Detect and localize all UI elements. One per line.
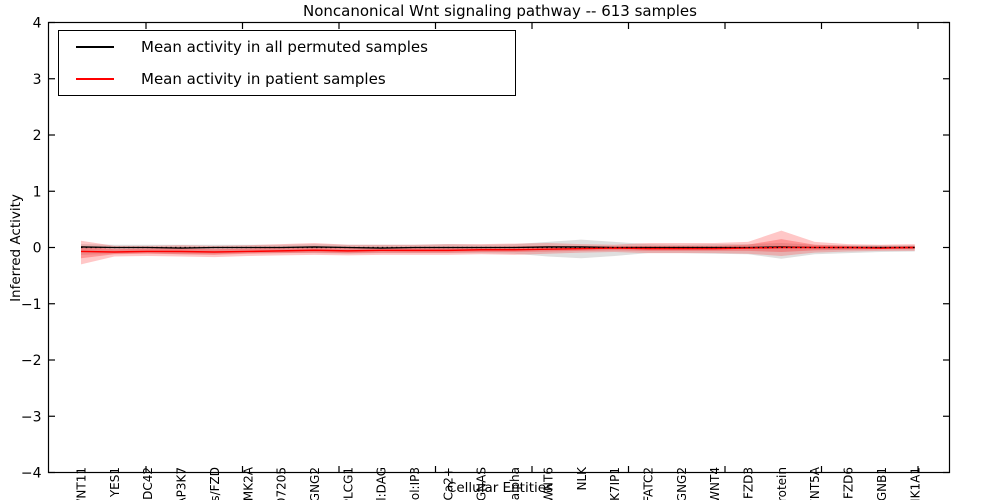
x-tick-label: NLK bbox=[575, 466, 589, 491]
x-tick-label: CSNK1A1 bbox=[908, 467, 922, 500]
legend: Mean activity in all permuted samples Me… bbox=[58, 30, 516, 96]
y-tick-label: −2 bbox=[21, 353, 42, 369]
x-tick-label: WNT6 bbox=[541, 467, 555, 500]
y-tick-label: −1 bbox=[21, 297, 42, 313]
x-tick-label: MAP3K7 bbox=[175, 467, 189, 500]
chart-title: Noncanonical Wnt signaling pathway -- 61… bbox=[303, 2, 697, 20]
patient-std-band-inner bbox=[81, 239, 915, 259]
x-tick-label: PLCG1 bbox=[341, 467, 355, 500]
x-tick-label: WNT5A bbox=[808, 466, 822, 500]
x-tick-label: CAMK2A bbox=[241, 466, 255, 500]
x-tick-label: GNB1/GNG2 bbox=[308, 467, 322, 500]
x-tick-label: WNT4 bbox=[708, 467, 722, 500]
x-tick-label: FZD3 bbox=[742, 467, 756, 499]
y-tick-label: −3 bbox=[21, 409, 42, 425]
y-tick-label: 1 bbox=[33, 184, 42, 200]
legend-item-patient: Mean activity in patient samples bbox=[59, 64, 515, 94]
x-tick-label: WNT11 bbox=[75, 467, 89, 500]
patient-mean-line bbox=[80, 246, 915, 253]
x-axis-label: Cellular Entities bbox=[446, 480, 554, 496]
x-tick-label: NFATC2 bbox=[641, 467, 655, 500]
y-tick-label: −4 bbox=[21, 466, 42, 482]
x-tick-label: CDC42 bbox=[141, 467, 155, 500]
x-tick-label: mol:DAG bbox=[375, 467, 389, 500]
x-tick-label: MAP3K7IP1 bbox=[608, 467, 622, 500]
y-tick-label: 3 bbox=[33, 72, 42, 88]
x-tick-label: YES1 bbox=[108, 467, 122, 498]
x-tick-label: GNB1 bbox=[875, 467, 889, 500]
legend-line-swatch-red bbox=[76, 77, 114, 80]
legend-line-swatch-black bbox=[76, 46, 114, 49]
legend-label: Mean activity in patient samples bbox=[141, 69, 386, 88]
x-tick-label: mol:Ca2+ bbox=[441, 467, 455, 500]
y-tick-label: 4 bbox=[33, 16, 42, 32]
x-tick-label: GNG2 bbox=[675, 467, 689, 500]
legend-label: Mean activity in all permuted samples bbox=[141, 38, 428, 57]
y-tick-label: 0 bbox=[33, 241, 42, 257]
x-tick-label: NFAT1/CK1 alpha bbox=[508, 467, 522, 500]
y-tick-label: 2 bbox=[33, 128, 42, 144]
x-tick-label: mol:IP3 bbox=[408, 467, 422, 500]
x-tick-label: GNAS bbox=[475, 467, 489, 500]
x-tick-label: GO:0007205 bbox=[275, 467, 289, 500]
x-tick-label: G protein bbox=[775, 467, 789, 500]
legend-item-permuted: Mean activity in all permuted samples bbox=[59, 32, 515, 62]
x-tick-label: FZD6 bbox=[842, 467, 856, 499]
y-axis-label: Inferred Activity bbox=[8, 194, 24, 302]
